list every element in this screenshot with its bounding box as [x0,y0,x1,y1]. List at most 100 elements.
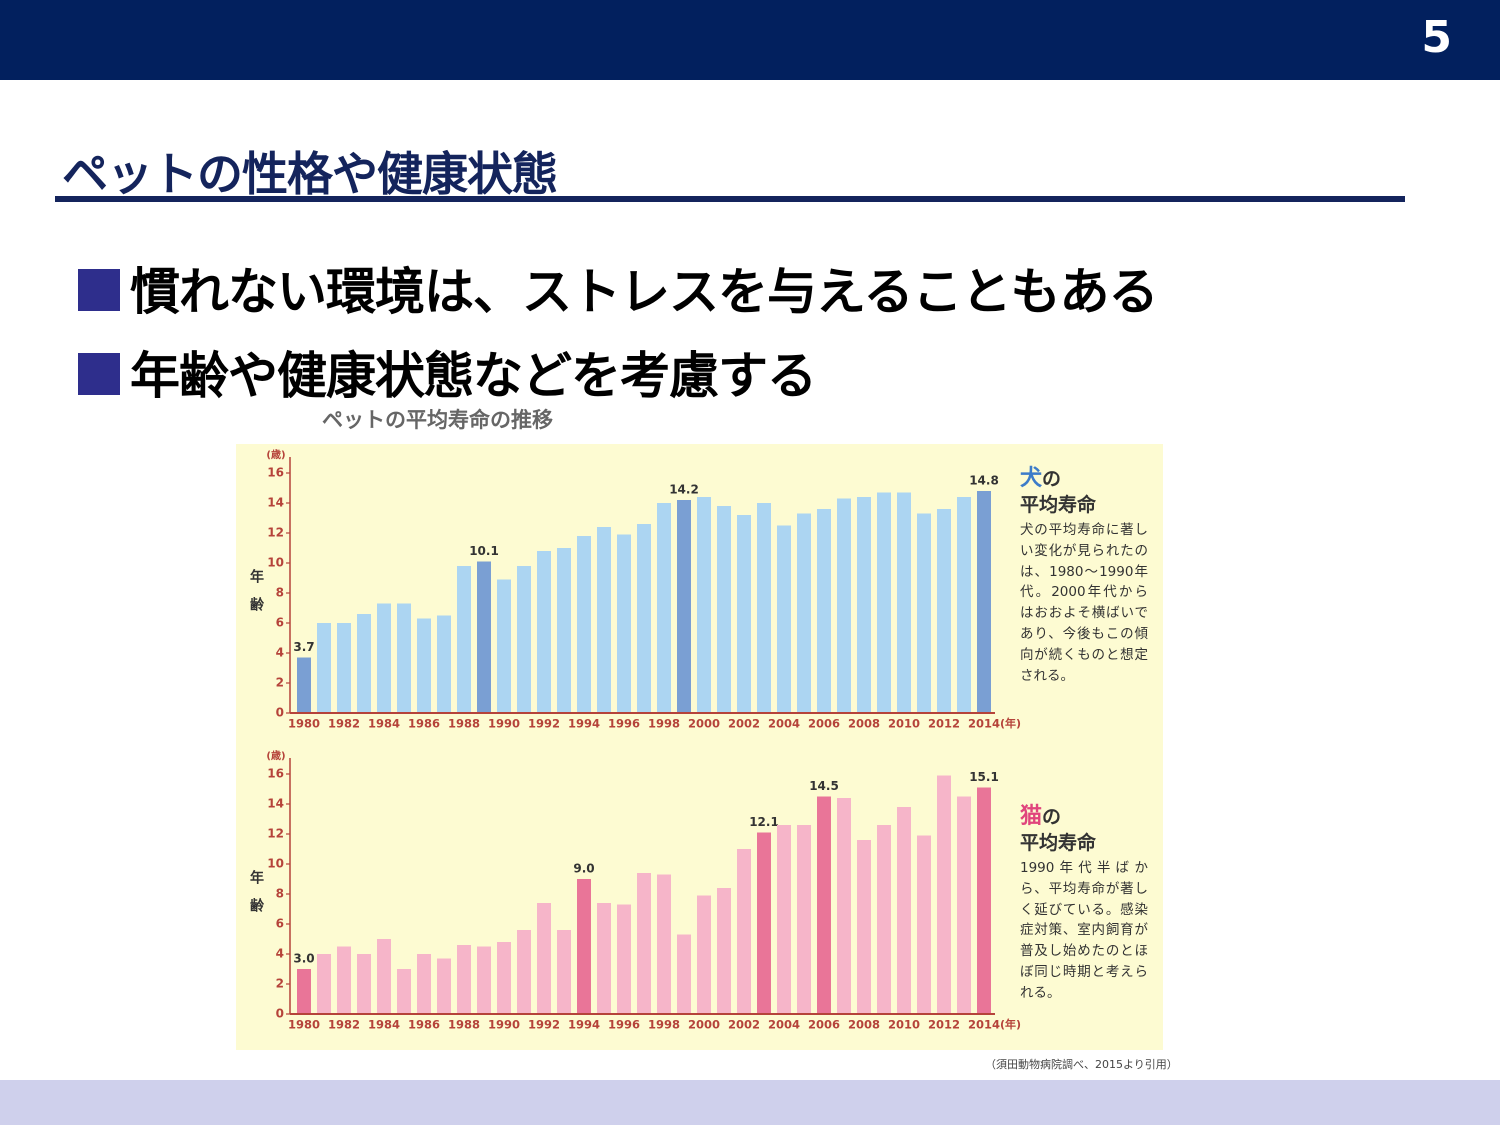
bar [497,579,511,713]
y-tick-label: 12 [267,827,284,841]
x-tick-label: 1982 [328,1018,360,1032]
bar [297,657,311,713]
bar [617,534,631,713]
bar [937,775,951,1014]
bar [737,849,751,1014]
value-label: 14.8 [969,474,999,488]
bar [877,492,891,713]
x-tick-label: 2000 [688,1018,720,1032]
bar [597,527,611,713]
y-axis-label: 年齢 [248,568,264,625]
y-tick-label: 4 [276,947,284,961]
value-label: 9.0 [573,862,594,876]
bar [777,525,791,713]
bar [957,497,971,713]
bar [717,888,731,1014]
bar [717,506,731,713]
x-tick-label: 1986 [408,1018,440,1032]
x-tick-label: 2010 [888,1018,920,1032]
bar [877,825,891,1014]
value-label: 12.1 [749,815,779,829]
bar [977,491,991,713]
bar [477,946,491,1014]
bar [917,513,931,713]
bullet-icon [78,269,120,311]
y-tick-label: 10 [267,857,284,871]
bar [677,500,691,713]
x-tick-label: 2010 [888,717,920,731]
bar [837,498,851,713]
x-tick-label: 1990 [488,717,520,731]
value-label: 3.0 [293,952,314,966]
y-tick-label: 8 [276,586,284,600]
side-subtitle: 平均寿命 [1020,494,1097,516]
bullet-text: 慣れない環境は、ストレスを与えることもある [130,263,1158,321]
bar [977,787,991,1014]
x-tick-label: 2000 [688,717,720,731]
bar [817,509,831,713]
bar [557,548,571,713]
side-title: 犬の [1020,466,1148,492]
x-tick-label: 1990 [488,1018,520,1032]
bar [657,503,671,713]
bar [457,945,471,1014]
x-tick-label: 2012 [928,1018,960,1032]
bar [377,939,391,1014]
bar [537,551,551,713]
x-tick-label: 2008 [848,717,880,731]
bar [497,942,511,1014]
bullet: 年齢や健康状態などを考慮する [78,336,817,408]
bar [757,832,771,1014]
x-tick-label: 1988 [448,717,480,731]
bar [417,954,431,1014]
x-tick-label: 2004 [768,1018,800,1032]
bar [937,509,951,713]
bar [337,946,351,1014]
page-number: 5 [1421,12,1452,63]
bar [797,825,811,1014]
value-label: 10.1 [469,544,499,558]
y-unit: (歳) [266,448,285,461]
bar [897,807,911,1014]
x-tick-label: 1998 [648,1018,680,1032]
bar [857,840,871,1014]
header-bar [0,0,1500,80]
x-tick-label: 1994 [568,1018,600,1032]
bar [397,969,411,1014]
side-text: 猫の 平均寿命 1990年代半ばから、平均寿命が著しく延びている。感染症対策、室内飼… [1020,804,1148,1004]
bar [917,835,931,1014]
bar [817,796,831,1014]
x-tick-label: 2014 [968,1018,1000,1032]
x-tick-label: 1992 [528,1018,560,1032]
bar [637,524,651,713]
bar [737,515,751,713]
x-tick-label: 1982 [328,717,360,731]
bar [657,874,671,1014]
bar [697,497,711,713]
bar [357,614,371,713]
side-title: 猫の [1020,804,1148,830]
y-tick-label: 2 [276,977,284,991]
x-tick-label: 1986 [408,717,440,731]
x-tick-label: 1992 [528,717,560,731]
y-tick-label: 8 [276,887,284,901]
bar [517,930,531,1014]
side-note: 犬の平均寿命に著しい変化が見られたのは、1980～1990年代。2000年代から… [1020,522,1148,684]
bar [317,954,331,1014]
bar [677,934,691,1014]
bar [777,825,791,1014]
bar [837,798,851,1014]
bar [397,603,411,713]
bar [597,903,611,1014]
x-tick-label: 2004 [768,717,800,731]
side-title-mark: 犬 [1020,466,1043,491]
bar [697,895,711,1014]
bar [617,904,631,1014]
bar [297,969,311,1014]
x-tick-label: 2002 [728,1018,760,1032]
x-unit: (年) [1000,716,1021,730]
side-title-rest: の [1042,468,1062,490]
bar [957,796,971,1014]
